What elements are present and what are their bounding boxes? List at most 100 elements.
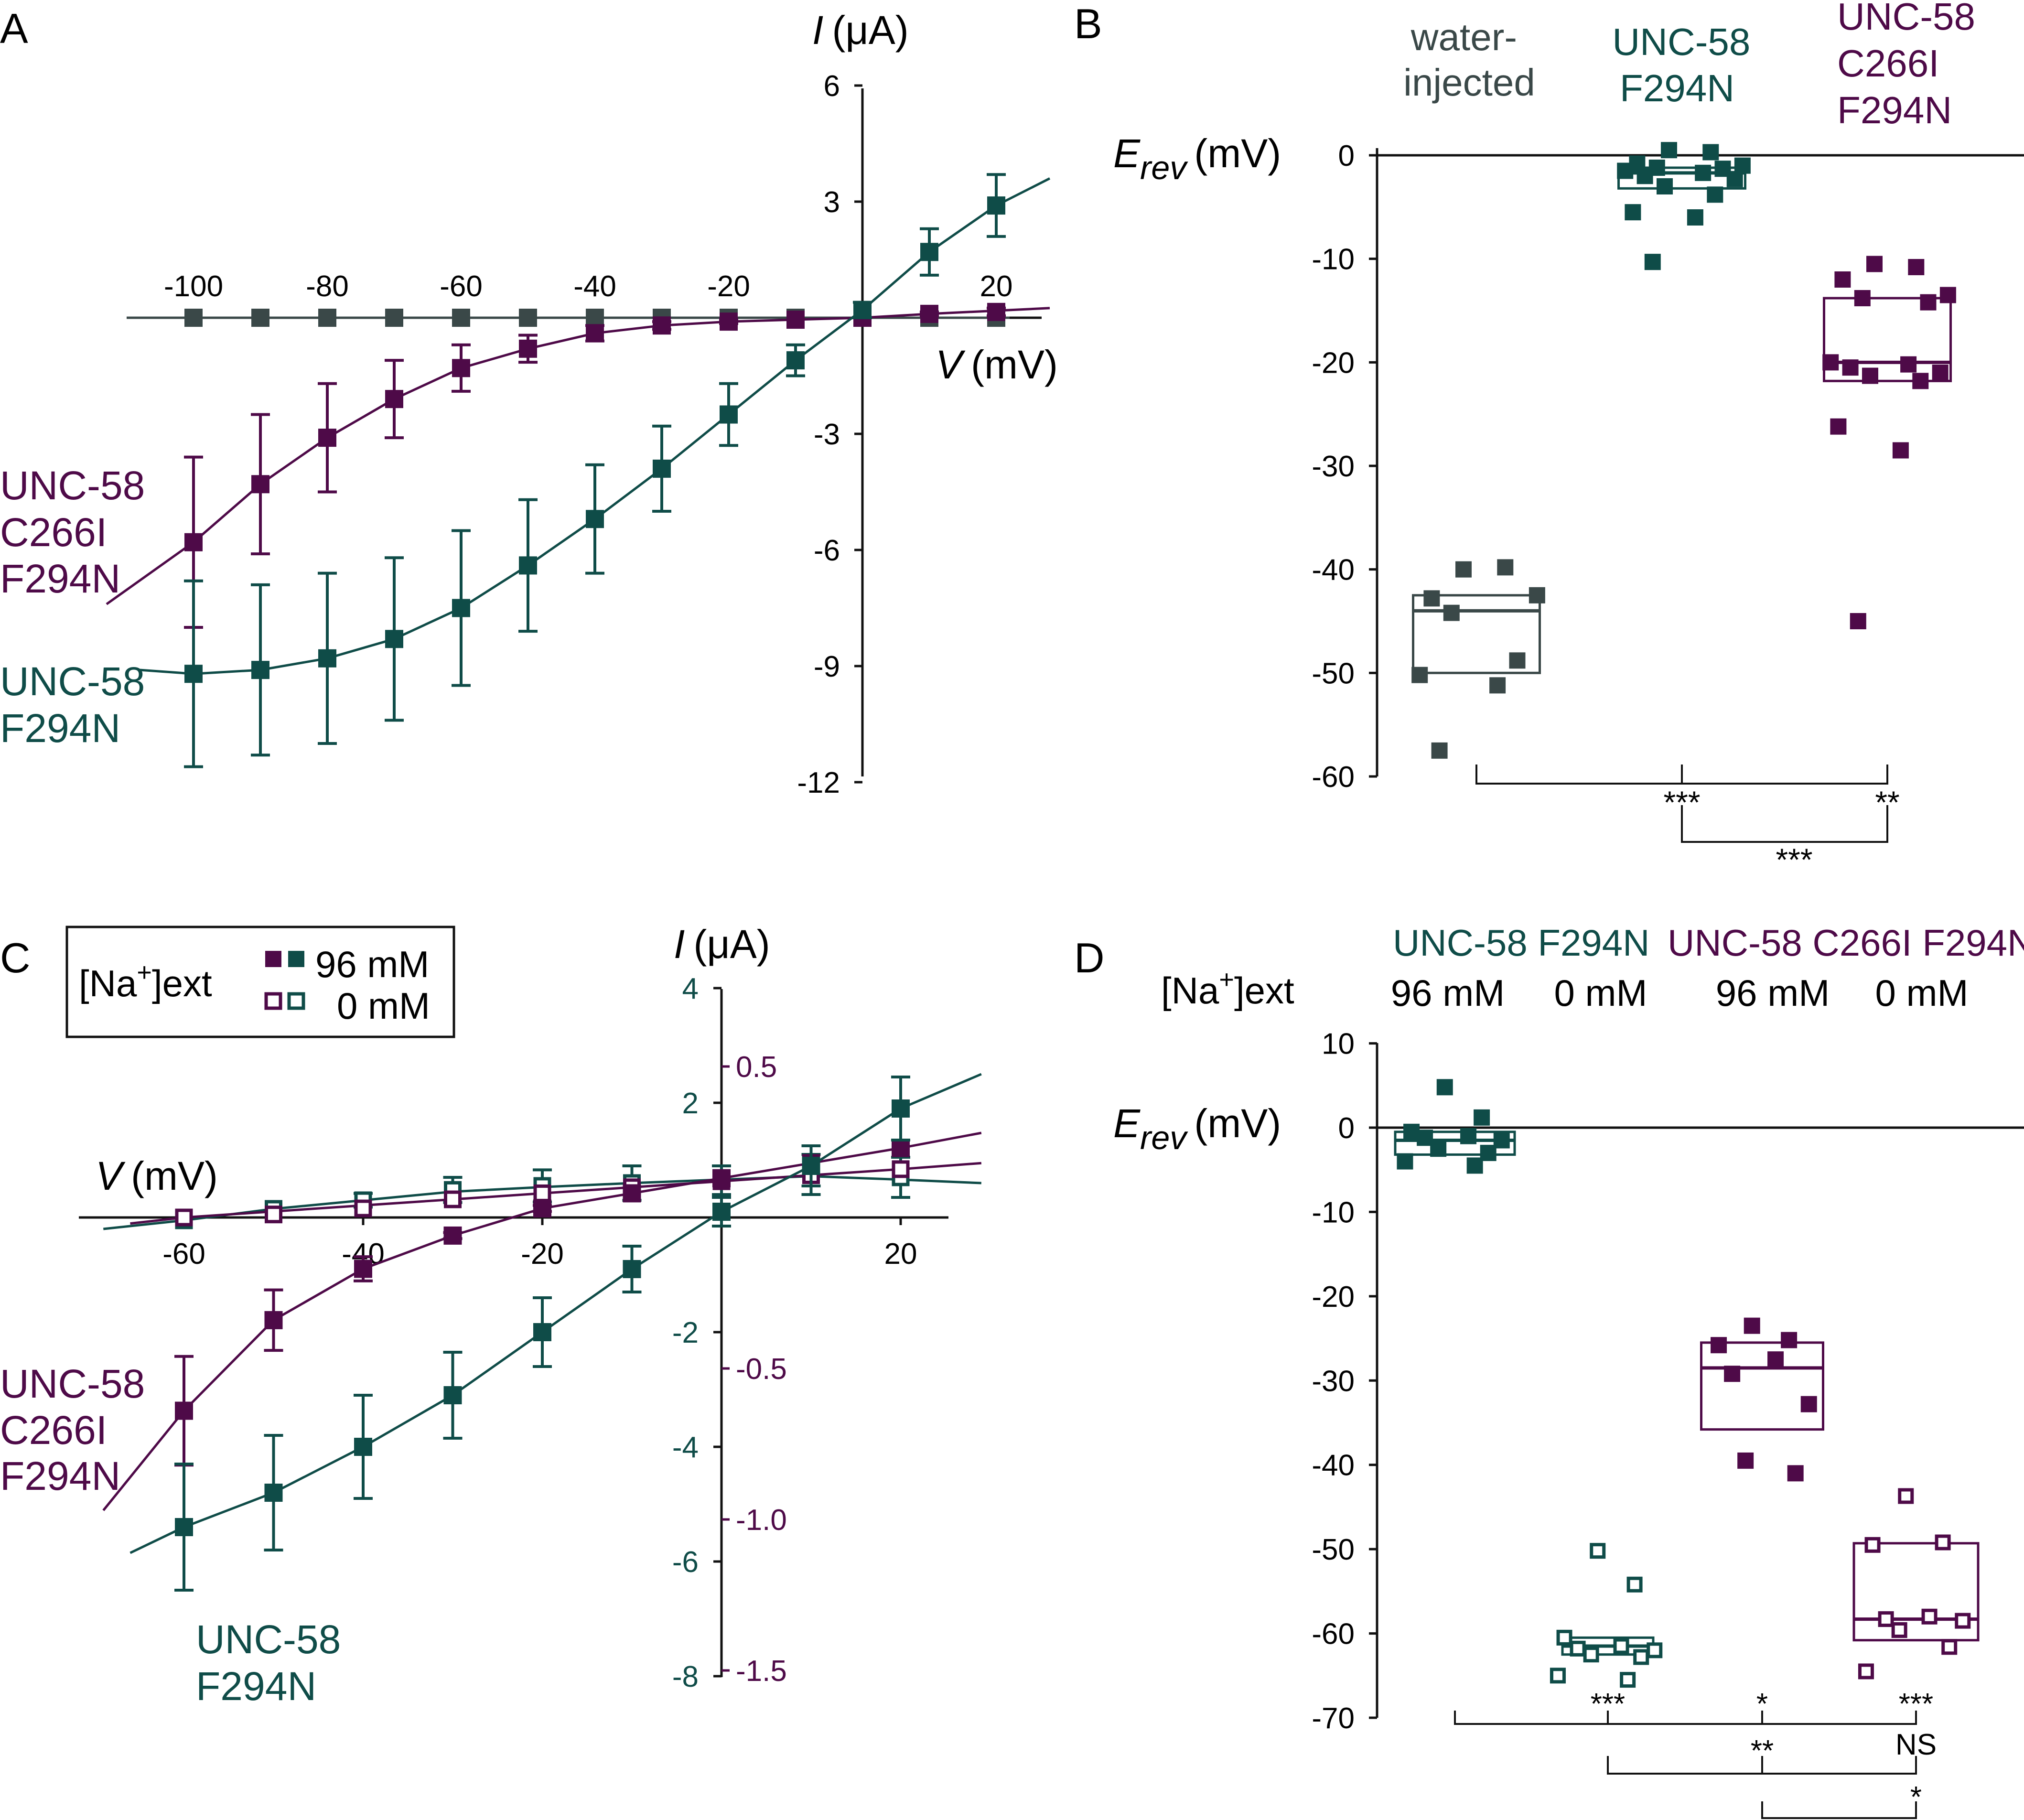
panel-d-data-point xyxy=(1935,1534,1951,1551)
panel-a-data-point xyxy=(519,339,537,358)
panel-d-y-tick-label: -10 xyxy=(1312,1196,1355,1229)
panel-b-y-tick-label: -60 xyxy=(1312,761,1355,794)
panel-a-ylabel: I (μA) xyxy=(812,8,909,53)
panel-b-data-point xyxy=(1617,162,1634,179)
panel-c-data-point xyxy=(175,1518,193,1536)
panel-d-y-tick-label: -70 xyxy=(1312,1702,1355,1735)
panel-d-y-tick-label: -60 xyxy=(1312,1618,1355,1651)
panel-b-data-point xyxy=(1661,142,1677,159)
panel-b-bracket-row-2 xyxy=(1681,805,1888,843)
panel-a-data-point xyxy=(184,309,203,327)
panel-b-data-point xyxy=(1900,356,1917,373)
panel-d-header-c266i-f294n: UNC-58 C266I F294N xyxy=(1668,922,2024,964)
panel-a-letter: A xyxy=(0,5,28,52)
panel-d-data-point xyxy=(1941,1639,1958,1655)
panel-c-legend-filled-purple xyxy=(265,951,281,967)
panel-c-data-point xyxy=(712,1169,731,1187)
panel-c-y-tick-label-left: -6 xyxy=(672,1546,699,1579)
panel-a-data-point xyxy=(184,665,203,683)
panel-d-letter: D xyxy=(1074,934,1105,981)
panel-c-data-point xyxy=(892,1160,910,1178)
panel-c-data-point xyxy=(264,1484,283,1502)
panel-a-label-teal: UNC-58 F294N xyxy=(0,659,156,751)
panel-a-data-point xyxy=(720,405,738,424)
panel-d-y-ticks: 10 0 -10 -20 -30 -40 -50 -60 -70 xyxy=(1312,1028,1377,1735)
panel-c-y-tick-label-right: 0.5 xyxy=(736,1051,777,1084)
panel-d-box xyxy=(1852,1542,1980,1642)
panel-c-ylabel: I (μA) xyxy=(674,922,770,967)
panel-d-y-tick-label: -20 xyxy=(1312,1281,1355,1314)
panel-b-data-point xyxy=(1431,742,1448,759)
panel-b-data-point xyxy=(1657,178,1673,194)
panel-c-legend-label-0: 0 mM xyxy=(337,985,430,1027)
panel-d-conc-title: [Na+]ext xyxy=(1161,965,1294,1012)
panel-c-data-point xyxy=(533,1184,551,1202)
panel-a-x-tick-label: 20 xyxy=(980,270,1013,303)
panel-a-data-point xyxy=(586,324,604,343)
panel-d-data-point xyxy=(1466,1157,1483,1174)
panel-c-fit-line xyxy=(130,1162,981,1225)
panel-b-header-water: water- injected xyxy=(1403,16,1535,104)
panel-d-sig-label: *** xyxy=(1591,1688,1625,1721)
panel-d-sig-label: * xyxy=(1756,1688,1768,1721)
panel-b-data-point xyxy=(1854,290,1871,306)
panel-a-y-tick-label: -9 xyxy=(814,650,840,683)
panel-d-data-point xyxy=(1590,1543,1606,1559)
panel-d-data-point xyxy=(1787,1465,1804,1482)
panel-b-header-f294n: UNC-58 F294N xyxy=(1612,21,1761,109)
panel-a-x-tick-label: -40 xyxy=(573,270,616,303)
panel-d-conc-label: 96 mM xyxy=(1716,972,1830,1014)
panel-a-data-point xyxy=(920,304,938,323)
panel-b-data-point xyxy=(1726,171,1743,187)
panel-a-x-tick-label: -20 xyxy=(707,270,750,303)
panel-a-xlabel: V (mV) xyxy=(936,342,1058,387)
panel-c-data-point xyxy=(712,1203,731,1221)
panel-d-box xyxy=(1394,1131,1516,1156)
panel-c-legend: [Na+]ext 96 mM 0 mM xyxy=(65,926,455,1038)
panel-d-bracket-row-3 xyxy=(1761,1801,1917,1819)
panel-b-data-point xyxy=(1892,442,1909,459)
panel-c-y-ticks-left: 4 2 -2 -4 -6 -8 xyxy=(672,972,721,1693)
panel-c-legend-title: [Na+]ext xyxy=(79,958,212,1004)
panel-c-y-tick-label-left: -2 xyxy=(672,1316,699,1349)
panel-c-y-ticks-right: 0.5 -0.5 -1.0 -1.5 xyxy=(721,1051,787,1688)
panel-c-legend-filled-teal xyxy=(288,951,304,967)
panel-b-data-point xyxy=(1411,667,1428,683)
panel-a-series xyxy=(106,173,1051,768)
panel-d-data-point xyxy=(1626,1576,1643,1593)
panel-b-y-tick-label: -20 xyxy=(1312,346,1355,379)
panel-d-box xyxy=(1700,1341,1824,1431)
panel-c-y-tick-label-right: -0.5 xyxy=(736,1353,787,1386)
panel-b-data-point xyxy=(1932,365,1949,381)
panel-c-label-teal: UNC-58 F294N xyxy=(196,1617,352,1709)
panel-a-data-point xyxy=(251,661,269,679)
panel-c-series xyxy=(102,1073,982,1592)
panel-c-data-point xyxy=(892,1139,910,1157)
panel-c-label-purple: UNC-58 C266I F294N xyxy=(0,1361,156,1498)
panel-d-data-point xyxy=(1767,1351,1784,1368)
panel-d-data-point xyxy=(1800,1396,1817,1412)
panel-a-y-tick-label: -12 xyxy=(797,766,840,799)
panel-d-data-point xyxy=(1460,1128,1477,1144)
panel-d-data-point xyxy=(1891,1622,1907,1638)
panel-b-group-headers: water- injected UNC-58 F294N UNC-58 C266… xyxy=(1403,0,1975,131)
panel-d-data-point xyxy=(1955,1613,1971,1629)
panel-d-data-point xyxy=(1781,1332,1798,1348)
panel-a-data-point xyxy=(251,475,269,494)
panel-c-y-tick-label-left: 4 xyxy=(682,972,699,1005)
panel-c-data-point xyxy=(533,1199,551,1218)
panel-b-data-point xyxy=(1625,204,1641,221)
panel-c: C [Na+]ext 96 mM 0 mM I (μA) V (mV) -60 -4 0… xyxy=(0,922,982,1709)
panel-b: B Erev (mV) 0 -10 -20 -30 -40 -50 -60 water- in… xyxy=(1074,0,2024,877)
panel-b-data-point xyxy=(1830,418,1847,435)
panel-a-data-point xyxy=(920,243,938,261)
panel-c-y-tick-label-left: 2 xyxy=(682,1087,699,1120)
panel-d-data-point xyxy=(1878,1611,1894,1627)
panel-a-y-tick-label: -3 xyxy=(814,418,840,451)
panel-b-data-point xyxy=(1497,559,1514,576)
panel-b-data-point xyxy=(1866,256,1883,272)
panel-d-y-tick-label: 0 xyxy=(1338,1112,1355,1145)
panel-c-y-tick-label-left: -4 xyxy=(672,1431,699,1464)
panel-d-data-point xyxy=(1570,1640,1586,1657)
